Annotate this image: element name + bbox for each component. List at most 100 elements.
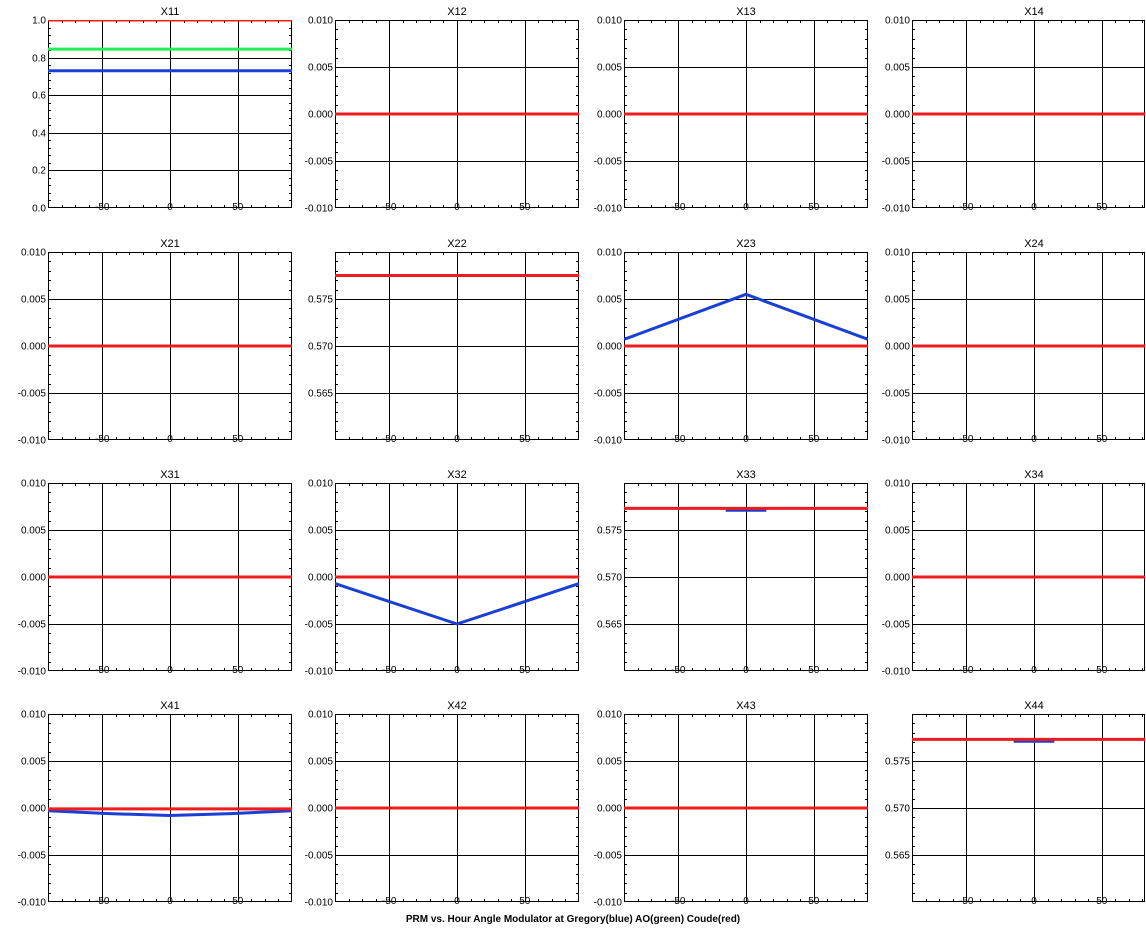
y-tick-label: 0.565 [597,620,622,631]
x-tick-label: -50 [959,896,974,907]
x-tick-label: -50 [95,896,110,907]
x-tick-label: -50 [382,665,397,676]
x-tick-label: 50 [232,896,244,907]
x-tick-label: -50 [382,896,397,907]
panel-title: X42 [447,700,467,712]
y-tick-label: -0.010 [305,204,334,215]
x-tick-label: -50 [382,434,397,445]
y-tick-label: 0.000 [308,804,333,815]
panel-x13: -0.010 -0.005 0.000 0.005 0.010 -50 0 50 X13 [594,6,868,215]
x-tick-label: 0 [454,202,460,213]
y-tick-label: 0.565 [885,851,910,862]
y-tick-label: -0.005 [882,389,911,400]
y-tick-label: -0.005 [882,157,911,168]
y-tick-label: 0.000 [885,110,910,121]
panel-x24: -0.010 -0.005 0.000 0.005 0.010 -50 0 50 X24 [882,238,1145,447]
panel-x32: -0.010 -0.005 0.000 0.005 0.010 -50 0 50 X32 [305,469,579,678]
x-tick-label: -50 [671,665,686,676]
x-tick-label: 0 [167,202,173,213]
panel-x22: 0.565 0.570 0.575 -50 0 50 X22 [308,238,579,445]
x-tick-label: 0 [743,896,749,907]
panel-x21: -0.010 -0.005 0.000 0.005 0.010 -50 0 50 X21 [18,238,292,447]
panel-title: X34 [1024,469,1044,481]
y-tick-label: -0.005 [305,620,334,631]
y-tick-label: 0.010 [308,710,333,721]
y-tick-label: 0.005 [597,295,622,306]
y-tick-label: 0.005 [21,526,46,537]
panel-x44: 0.565 0.570 0.575 -50 0 50 X44 [885,700,1145,907]
y-tick-label: 0.6 [32,91,46,102]
x-tick-label: 50 [808,202,820,213]
y-tick-label: 0.005 [885,63,910,74]
y-tick-label: -0.010 [594,436,623,447]
y-tick-label: -0.005 [594,851,623,862]
panel-title: X31 [160,469,180,481]
x-tick-label: 50 [1096,202,1108,213]
y-tick-label: 0.000 [885,573,910,584]
x-tick-label: 50 [232,665,244,676]
y-tick-label: -0.010 [594,898,623,909]
y-tick-label: 0.000 [308,573,333,584]
y-tick-label: 0.010 [885,16,910,27]
x-tick-label: 50 [1096,665,1108,676]
y-tick-label: 0.000 [21,573,46,584]
y-tick-label: 0.010 [885,479,910,490]
panel-title: X11 [161,6,180,18]
panel-title: X13 [736,6,756,18]
x-tick-label: -50 [382,202,397,213]
x-tick-label: 0 [1031,665,1037,676]
panel-title: X44 [1024,700,1044,712]
x-tick-label: 50 [1096,434,1108,445]
x-tick-label: -50 [959,434,974,445]
series-line-gregory [48,809,292,817]
y-tick-label: 0.570 [885,804,910,815]
x-tick-label: -50 [95,434,110,445]
x-tick-label: -50 [959,665,974,676]
y-tick-label: -0.005 [305,157,334,168]
y-tick-label: 0.005 [308,63,333,74]
y-tick-label: 0.005 [597,757,622,768]
y-tick-label: 0.000 [597,804,622,815]
y-tick-label: 0.575 [597,526,622,537]
panel-title: X43 [736,700,756,712]
x-tick-label: 0 [743,202,749,213]
x-tick-label: 0 [454,665,460,676]
x-tick-label: 50 [519,202,531,213]
x-tick-label: -50 [671,896,686,907]
x-tick-label: 50 [808,665,820,676]
x-tick-label: 50 [232,434,244,445]
panel-x34: -0.010 -0.005 0.000 0.005 0.010 -50 0 50 X34 [882,469,1145,678]
y-tick-label: 0.005 [885,295,910,306]
y-tick-label: -0.010 [18,436,47,447]
y-tick-label: 0.4 [32,129,46,140]
panel-title: X41 [160,700,180,712]
y-tick-label: -0.010 [882,667,911,678]
panel-title: X14 [1024,6,1044,18]
panel-x11: 0.0 0.2 0.4 0.6 0.8 1.0 -50 0 50 X11 [32,6,292,215]
y-tick-label: 0.010 [308,16,333,27]
y-tick-label: -0.010 [18,898,47,909]
y-tick-label: 0.000 [885,342,910,353]
y-tick-label: -0.010 [882,436,911,447]
panel-x23: -0.010 -0.005 0.000 0.005 0.010 -50 0 50 X23 [594,238,868,447]
x-tick-label: -50 [959,202,974,213]
y-tick-label: -0.005 [305,851,334,862]
y-tick-label: 0.570 [597,573,622,584]
y-tick-label: 0.000 [21,804,46,815]
figure-caption: PRM vs. Hour Angle Modulator at Gregory(… [405,914,741,925]
y-tick-label: 0.000 [308,110,333,121]
x-tick-label: 0 [454,434,460,445]
panel-x12: -0.010 -0.005 0.000 0.005 0.010 -50 0 50 X12 [305,6,579,215]
panel-x43: -0.010 -0.005 0.000 0.005 0.010 -50 0 50 X43 [594,700,868,909]
x-tick-label: -50 [95,665,110,676]
x-tick-label: 50 [232,202,244,213]
y-tick-label: 0.565 [308,389,333,400]
x-tick-label: 0 [167,896,173,907]
x-tick-label: 0 [1031,202,1037,213]
x-tick-label: -50 [95,202,110,213]
x-tick-label: 0 [743,434,749,445]
y-tick-label: 0.010 [21,710,46,721]
y-tick-label: 0.8 [32,54,46,65]
y-tick-label: -0.010 [594,204,623,215]
